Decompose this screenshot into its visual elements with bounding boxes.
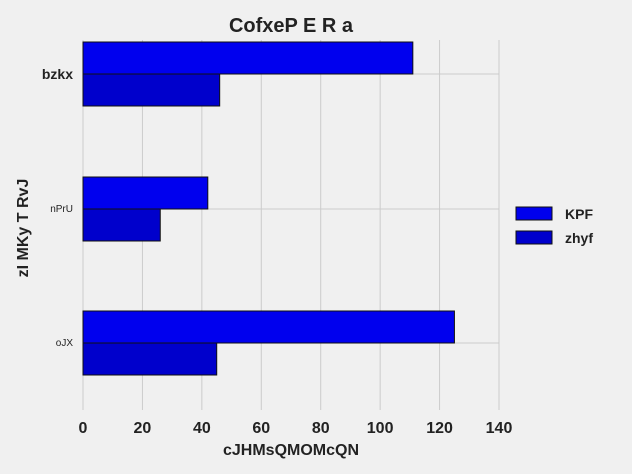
bar-KPF-bzkx (82, 41, 414, 75)
legend-label-KPF: KPF (565, 206, 593, 222)
y-tick-label-2: oJX (56, 338, 74, 349)
y-axis-label: zI MKy T RvJ (15, 179, 32, 278)
x-tick-label-0: 0 (79, 420, 88, 437)
x-tick-label-5: 100 (367, 420, 394, 437)
x-tick-label-3: 60 (252, 420, 270, 437)
chart-title: CofxeP E R a (229, 15, 354, 37)
bar-KPF-nPrU (82, 176, 209, 210)
x-tick-label-2: 40 (193, 420, 211, 437)
x-tick-label-7: 140 (486, 420, 513, 437)
bar-zhyf-oJX (82, 342, 218, 376)
bar-KPF-oJX (82, 310, 455, 344)
bar-zhyf-nPrU (82, 208, 161, 242)
y-tick-label-0: bzkx (42, 66, 73, 82)
y-tick-label-1: nPrU (50, 204, 73, 215)
x-tick-label-1: 20 (134, 420, 152, 437)
legend-swatch-zhyf (515, 230, 553, 245)
legend-label-zhyf: zhyf (565, 230, 593, 246)
y-tick-labels: bzkx nPrU oJX (42, 66, 73, 349)
legend-swatch-KPF (515, 206, 553, 221)
legend: KPF zhyf (515, 206, 593, 246)
x-tick-label-6: 120 (426, 420, 453, 437)
x-tick-label-4: 80 (312, 420, 330, 437)
bars (82, 41, 455, 376)
bar-zhyf-bzkx (82, 73, 221, 107)
x-tick-labels: 0 20 40 60 80 100 120 140 (79, 420, 513, 437)
x-axis-label: cJHMsQMOMcQN (223, 442, 359, 459)
